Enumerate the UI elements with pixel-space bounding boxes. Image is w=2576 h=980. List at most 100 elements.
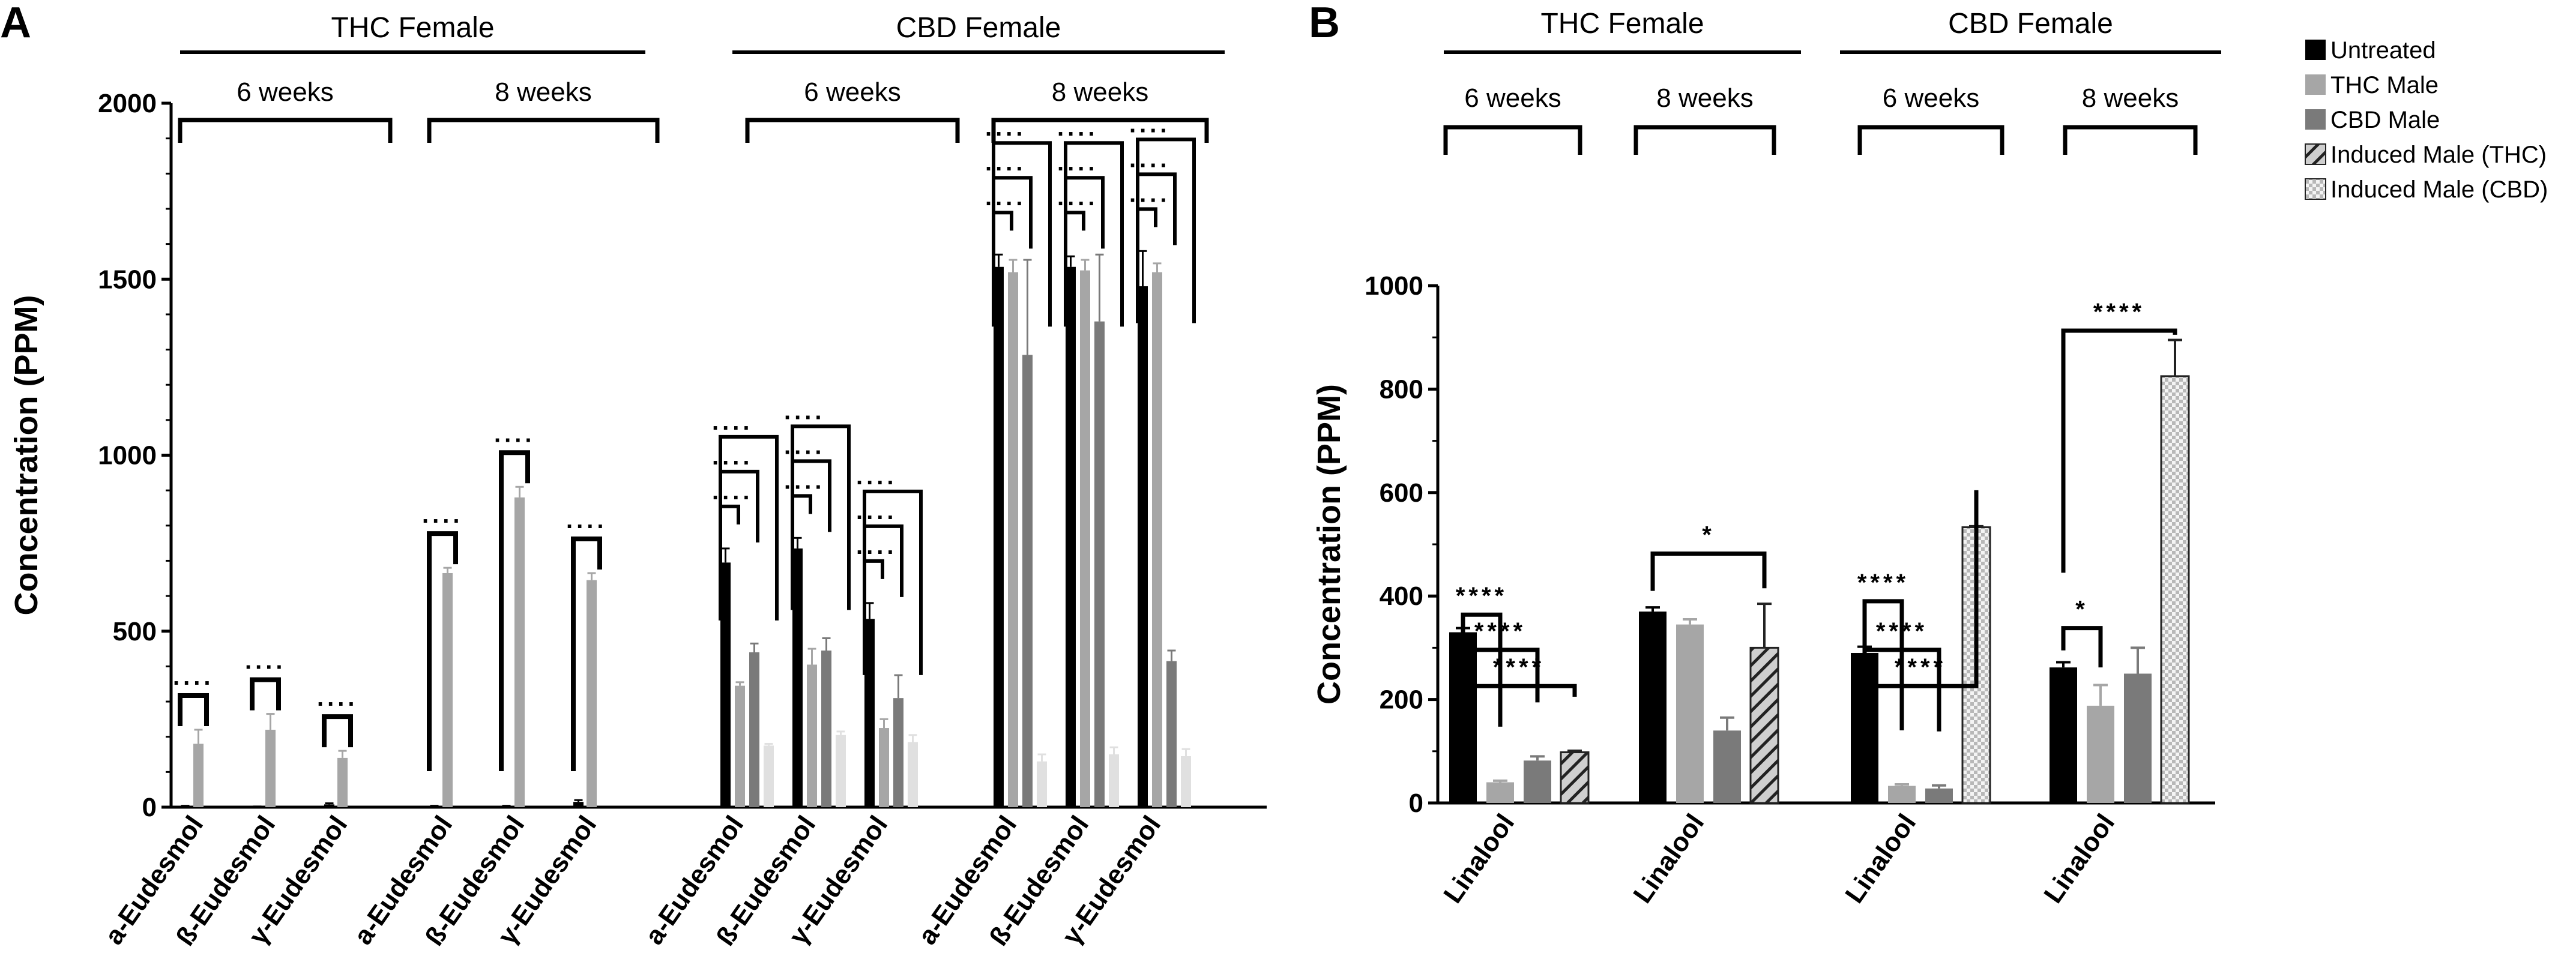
panel-b-bar (2087, 705, 2114, 803)
panel-a-bar (1138, 286, 1148, 808)
panel-a-bar (573, 802, 584, 807)
panel-b-period-bracket (1857, 125, 2004, 155)
panel-b-letter: B (1309, 0, 1340, 47)
panel-a-bar (749, 652, 759, 807)
panel-a-sig-label: .... (712, 443, 753, 470)
panel-b-significance: ***** (2061, 299, 2177, 668)
panel-a-y-tick-label: 0 (142, 793, 157, 822)
panel-b-sig-bracket (2061, 328, 2177, 573)
panel-a-bar (1080, 270, 1090, 807)
panel-a-bar (324, 804, 334, 807)
panel-a-bar (879, 728, 889, 807)
panel-b-bar (2124, 673, 2152, 803)
legend-swatch (2305, 40, 2326, 60)
panel-a-sig-label: .... (856, 533, 897, 559)
panel-a-sig-bracket (863, 559, 884, 579)
panel-b-period-bracket (1633, 125, 1776, 155)
panel-a-significance: .... (317, 685, 358, 748)
panel-b-sig-label: **** (1895, 654, 1946, 681)
panel-a-bar (1037, 761, 1047, 807)
panel-a-bar (836, 735, 846, 807)
panel-b-bar (1524, 760, 1551, 803)
panel-b-significance: **** **** **** (1857, 490, 1979, 732)
panel-a-sig-label: .... (856, 463, 897, 490)
panel-a-sig-label: .... (1057, 184, 1098, 211)
panel-a-bar (1022, 355, 1033, 807)
panel-b-sig-bracket (1461, 648, 1577, 697)
panel-a-bar (1109, 754, 1119, 807)
panel-a-bar (792, 548, 803, 807)
panel-b-category-label: Linalool (1839, 809, 1922, 909)
panel-a-sig-label: .... (317, 685, 358, 711)
panel-a-sig-label: .... (566, 507, 607, 534)
panel-b-significance: **** **** **** (1456, 583, 1577, 727)
panel-b-sig-label: **** (1474, 618, 1526, 645)
panel-b-bar (1639, 612, 1667, 803)
panel-a-bar (735, 685, 745, 807)
panel-a-period-label: 6 weeks (237, 77, 333, 107)
panel-a-sig-label: .... (494, 421, 535, 447)
panel-a-letter: A (0, 0, 31, 47)
panel-a-sig-label: .... (1129, 181, 1170, 207)
panel-a-bar (807, 664, 817, 807)
panel-a-sig-label: .... (712, 409, 753, 435)
panel-b-category-label: Linalool (1438, 809, 1520, 909)
panel-b-bar (1560, 751, 1590, 804)
panel-b-sig-label: **** (1493, 654, 1545, 681)
panel-a-bar (1181, 756, 1191, 807)
panel-b-sig-label: **** (1876, 618, 1928, 645)
panel-b-sig-bracket (1862, 599, 1904, 730)
panel-b-y-tick-label: 200 (1380, 685, 1423, 715)
panel-a-significance: ............ (856, 463, 923, 675)
panel-a-sig-label: .... (784, 398, 825, 424)
panel-a-bar (864, 619, 875, 807)
panel-b-group-label: CBD Female (1948, 8, 2113, 40)
panel-a-sig-bracket (178, 693, 209, 726)
panel-a-bar (908, 742, 918, 807)
panel-b-bar (1676, 624, 1704, 803)
panel-b-y-tick-label: 1000 (1365, 271, 1423, 301)
panel-a-bar (1066, 266, 1076, 807)
panel-a-sig-bracket (571, 536, 602, 570)
panel-b-sig-bracket (1650, 552, 1767, 591)
panel-b-bar (2160, 375, 2190, 804)
panel-a-bar (893, 698, 903, 807)
panel-a-sig-bracket (427, 531, 458, 565)
panel-a-sig-label: .... (1057, 149, 1098, 176)
panel-a-sig-bracket (863, 489, 923, 675)
panel-b-period-bracket (1443, 125, 1582, 155)
panel-a-sig-bracket (791, 494, 812, 514)
panel-a-sig-label: .... (1129, 111, 1170, 137)
panel-a-bar (720, 562, 731, 807)
panel-a-sig-label: .... (712, 478, 753, 505)
panel-a-sig-bracket (1064, 141, 1124, 327)
panel-a-bar (193, 744, 204, 807)
panel-b-sig-label: **** (1456, 583, 1507, 609)
panel-a-period-bracket (178, 118, 393, 143)
panel-a-sig-label: .... (784, 467, 825, 494)
panel-b-bar (1713, 730, 1741, 803)
panel-a-sig-bracket (1064, 211, 1085, 231)
panel-b-period-label: 6 weeks (1464, 83, 1561, 113)
panel-a-group-label: CBD Female (896, 12, 1061, 44)
panel-a-sig-label: .... (784, 433, 825, 459)
panel-a-significance: .... (422, 502, 463, 771)
panel-a-sig-label: .... (985, 149, 1026, 176)
panel-a-period-bracket (745, 118, 960, 143)
panel-a-period-label: 6 weeks (804, 77, 900, 107)
panel-a-sig-label: .... (1129, 146, 1170, 172)
panel-a-sig-label: .... (422, 502, 463, 528)
panel-b-bar (1925, 788, 1953, 803)
panel-a-bar (1152, 272, 1162, 807)
panel-b-bar (2050, 667, 2077, 803)
legend-label: Induced Male (THC) (2330, 142, 2547, 168)
panel-a-period-bracket (427, 118, 660, 143)
panel-b-sig-bracket (1461, 612, 1503, 727)
panel-a-period-bracket (991, 118, 1209, 143)
panel-a-significance: .... (566, 507, 607, 771)
panel-a-bar (1166, 661, 1177, 807)
panel-b-headers: THC Female 6 weeks 8 weeks CBD Female 6 week… (1443, 8, 2221, 155)
panel-a-significance: ............ (1129, 111, 1196, 323)
panel-b-y-axis-title: Concentration (PPM) (1311, 384, 1347, 705)
